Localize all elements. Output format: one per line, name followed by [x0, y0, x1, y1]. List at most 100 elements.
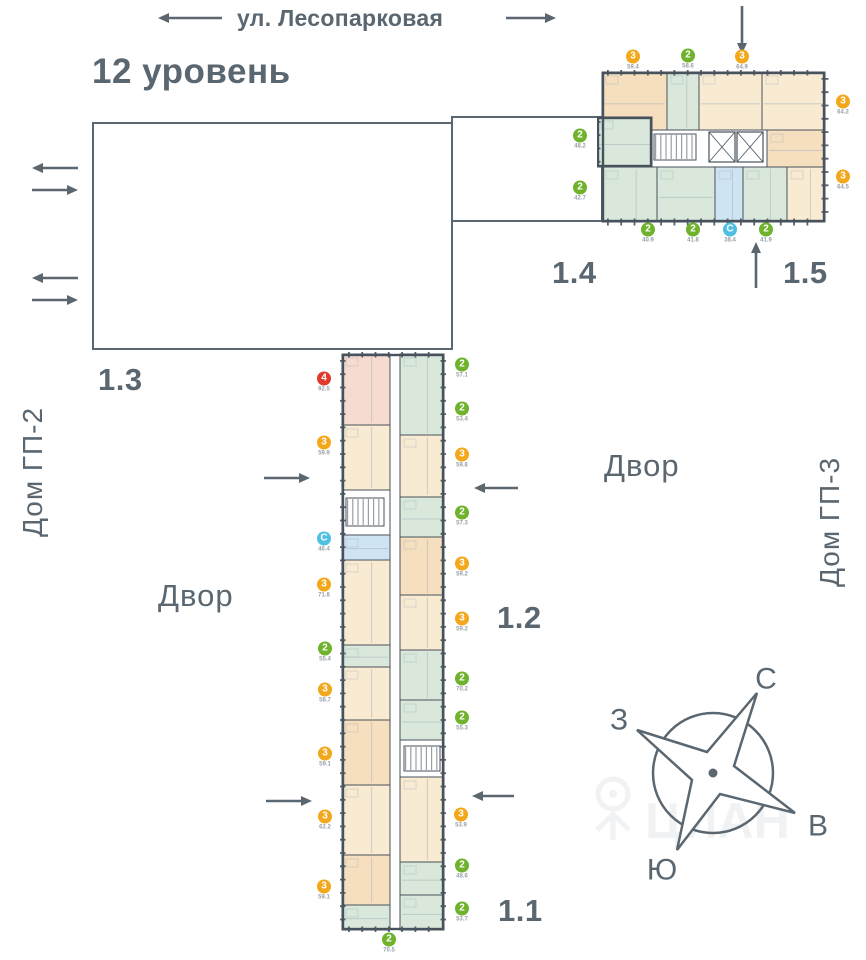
apartment-badge[interactable]: 3 59.4 — [626, 49, 640, 71]
apartment-rooms-count[interactable]: 3 — [317, 577, 331, 592]
apartment-rooms-count[interactable]: 2 — [455, 505, 469, 520]
courtyard-label-right: Двор — [604, 448, 680, 483]
street-arrow-left — [158, 13, 222, 23]
apartment-rooms-count[interactable]: 2 — [455, 858, 469, 873]
apartment-badge[interactable]: 3 58.7 — [318, 682, 332, 704]
apartment-area — [341, 719, 391, 786]
apartment-badge[interactable]: 3 59.9 — [317, 435, 331, 457]
entrance-arrow-up — [751, 242, 761, 288]
apartment-badge[interactable]: 3 59.1 — [317, 879, 331, 901]
apartment-rooms-count[interactable]: 3 — [318, 809, 332, 824]
apartment-rooms-count[interactable]: 3 — [735, 49, 749, 64]
apartment-rooms-count[interactable]: 2 — [455, 901, 469, 916]
apartment-badge[interactable]: 3 59.1 — [318, 746, 332, 768]
apartment-area-label: 48.2 — [574, 143, 586, 150]
apartment-badge[interactable]: 2 41.9 — [759, 222, 773, 244]
apartment-area — [399, 496, 445, 538]
apartment-area-label: 70.5 — [383, 947, 395, 954]
apartment-badge[interactable]: 2 57.1 — [455, 357, 469, 379]
apartment-rooms-count[interactable]: 3 — [455, 447, 469, 462]
apartment-badge[interactable]: 3 64.9 — [735, 49, 749, 71]
apartment-area-label: 46.4 — [318, 546, 330, 553]
apartment-area-label: 58.7 — [319, 697, 331, 704]
apartment-area — [714, 166, 744, 223]
apartment-rooms-count[interactable]: 2 — [681, 48, 695, 63]
apartment-rooms-count[interactable]: 3 — [318, 682, 332, 697]
apartment-rooms-count[interactable]: 2 — [455, 671, 469, 686]
apartment-area-label: 92.5 — [318, 386, 330, 393]
apartment-badge[interactable]: С 46.4 — [317, 531, 331, 553]
apartment-badge[interactable]: 2 48.6 — [455, 858, 469, 880]
apartment-badge[interactable]: 3 59.2 — [455, 556, 469, 578]
apartment-rooms-count[interactable]: 3 — [317, 435, 331, 450]
apartment-area-label: 55.4 — [319, 656, 331, 663]
apartment-rooms-count[interactable]: 2 — [455, 401, 469, 416]
apartment-rooms-count[interactable]: 3 — [626, 49, 640, 64]
apartment-badge[interactable]: 2 41.8 — [686, 222, 700, 244]
section-label-1-2: 1.2 — [497, 600, 542, 635]
apartment-rooms-count[interactable]: 2 — [686, 222, 700, 237]
apartment-badge[interactable]: 2 53.7 — [455, 901, 469, 923]
apartment-area — [597, 116, 653, 168]
compass-circle — [651, 711, 775, 835]
apartment-rooms-count[interactable]: 2 — [455, 710, 469, 725]
section-label-1-1: 1.1 — [498, 893, 543, 928]
apartment-rooms-count[interactable]: 2 — [318, 641, 332, 656]
apartment-badge[interactable]: 2 55.3 — [455, 710, 469, 732]
apartment-rooms-count[interactable]: 2 — [759, 222, 773, 237]
apartment-badge[interactable]: 2 42.7 — [573, 180, 587, 202]
apartment-area — [786, 166, 826, 223]
house-label-gp3: Дом ГП-3 — [814, 456, 845, 588]
apartment-area — [399, 699, 445, 741]
compass-north-label: С — [755, 663, 777, 696]
tower-arrow-right-2 — [266, 796, 312, 806]
apartment-rooms-count[interactable]: 3 — [455, 556, 469, 571]
compass-south-label: Ю — [647, 854, 677, 887]
apartment-rooms-count[interactable]: 2 — [573, 128, 587, 143]
compass-rose: С З В Ю — [598, 650, 838, 895]
apartment-rooms-count[interactable]: 4 — [317, 371, 331, 386]
apartment-badge[interactable]: 3 71.8 — [317, 577, 331, 599]
apartment-badge[interactable]: 2 70.2 — [455, 671, 469, 693]
apartment-rooms-count[interactable]: 2 — [382, 932, 396, 947]
apartment-area-label: 40.9 — [642, 237, 654, 244]
apartment-rooms-count[interactable]: С — [723, 222, 737, 237]
apartment-rooms-count[interactable]: 3 — [317, 879, 331, 894]
west-arrow-out-1 — [32, 163, 78, 173]
apartment-badge[interactable]: 2 58.6 — [681, 48, 695, 70]
apartment-badge[interactable]: 3 64.5 — [836, 169, 850, 191]
apartment-badge[interactable]: 2 55.4 — [318, 641, 332, 663]
tower-arrow-left-2 — [472, 791, 514, 801]
apartment-rooms-count[interactable]: 2 — [455, 357, 469, 372]
apartment-badge[interactable]: 2 40.9 — [641, 222, 655, 244]
apartment-badge[interactable]: 2 57.3 — [455, 505, 469, 527]
apartment-rooms-count[interactable]: 2 — [573, 180, 587, 195]
apartment-area-label: 41.9 — [760, 237, 772, 244]
apartment-area — [698, 71, 763, 131]
building-outline-section-1-3 — [92, 122, 453, 350]
apartment-rooms-count[interactable]: 3 — [836, 94, 850, 109]
apartment-rooms-count[interactable]: С — [317, 531, 331, 546]
apartment-badge[interactable]: 3 62.2 — [318, 809, 332, 831]
apartment-badge[interactable]: 2 70.5 — [382, 932, 396, 954]
apartment-rooms-count[interactable]: 3 — [454, 807, 468, 822]
apartment-badge[interactable]: 3 53.9 — [454, 807, 468, 829]
apartment-area-label: 59.1 — [319, 761, 331, 768]
apartment-badge[interactable]: 4 92.5 — [317, 371, 331, 393]
apartment-area — [656, 166, 716, 223]
apartment-area-label: 53.4 — [456, 416, 468, 423]
apartment-rooms-count[interactable]: 3 — [318, 746, 332, 761]
apartment-badge[interactable]: 3 64.2 — [836, 94, 850, 116]
apartment-badge[interactable]: 3 59.2 — [455, 611, 469, 633]
apartment-badge[interactable]: 3 59.8 — [455, 447, 469, 469]
street-arrow-right — [506, 13, 556, 23]
apartment-area — [766, 129, 826, 168]
apartment-badge[interactable]: 2 48.2 — [573, 128, 587, 150]
apartment-area-label: 59.1 — [318, 894, 330, 901]
apartment-rooms-count[interactable]: 3 — [455, 611, 469, 626]
apartment-badge[interactable]: 2 53.4 — [455, 401, 469, 423]
apartment-rooms-count[interactable]: 2 — [641, 222, 655, 237]
apartment-badge[interactable]: С 38.4 — [723, 222, 737, 244]
apartment-rooms-count[interactable]: 3 — [836, 169, 850, 184]
apartment-area-label: 38.4 — [724, 237, 736, 244]
